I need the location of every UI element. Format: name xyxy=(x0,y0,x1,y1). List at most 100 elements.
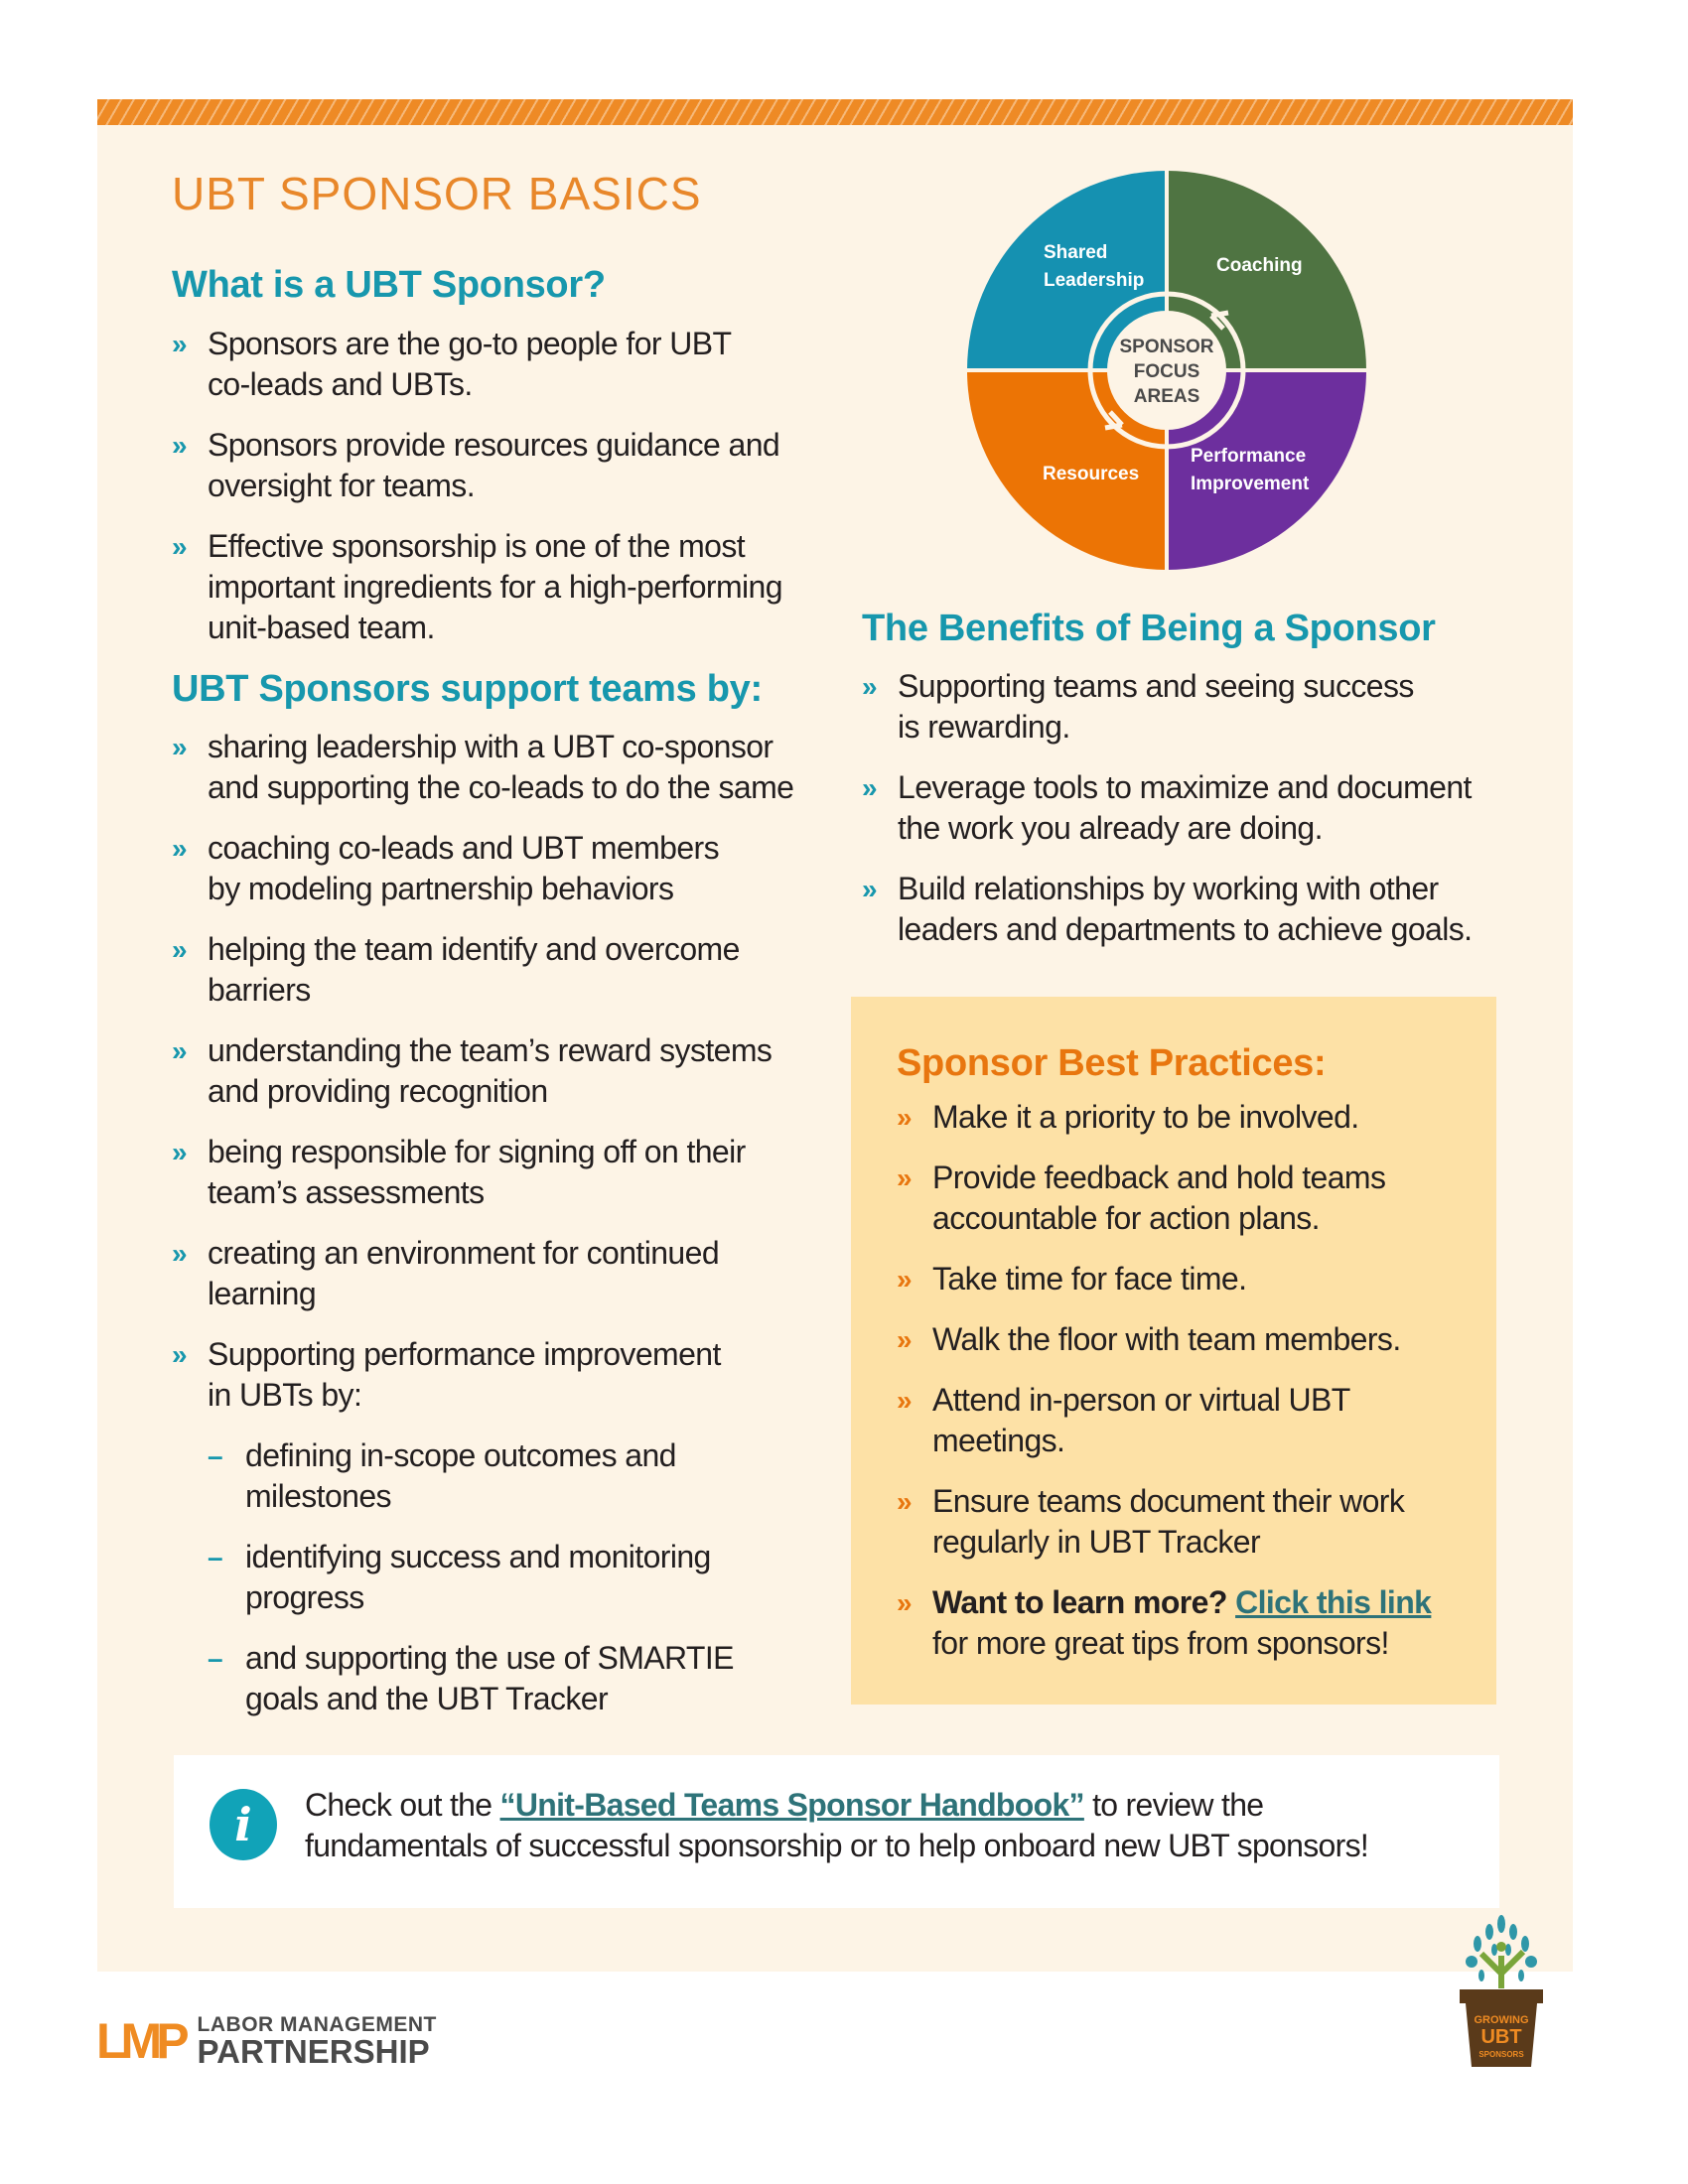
list-item: » Supporting teams and seeing success is … xyxy=(862,666,1497,748)
support-heading: UBT Sponsors support teams by: xyxy=(172,668,763,710)
item-text: and supporting the use of SMARTIE goals … xyxy=(245,1640,735,1716)
callout-text-post: to review the xyxy=(1083,1787,1264,1823)
info-icon: i xyxy=(210,1789,277,1860)
sub-list-item: – identifying success and monitoring prog… xyxy=(172,1537,827,1618)
bullet-icon: » xyxy=(897,1486,913,1517)
dash-icon: – xyxy=(208,1542,223,1572)
learn-more-label: Want to learn more? xyxy=(932,1584,1227,1620)
bullet-icon: » xyxy=(172,732,188,762)
list-item: » Make it a priority to be involved. xyxy=(897,1097,1482,1138)
quadrant-label: Improvement xyxy=(1191,474,1310,494)
best-practices-heading: Sponsor Best Practices: xyxy=(897,1042,1327,1084)
focus-areas-diagram: SPONSOR FOCUS AREAS Shared Leadership Co… xyxy=(963,167,1370,574)
what-heading: What is a UBT Sponsor? xyxy=(172,264,606,306)
benefits-section: The Benefits of Being a Sponsor » Support… xyxy=(862,608,1497,970)
callout-text-line2: fundamentals of successful sponsorship o… xyxy=(305,1828,1369,1863)
bullet-icon: » xyxy=(172,430,188,461)
logo-line-1: LABOR MANAGEMENT xyxy=(197,2013,437,2036)
sub-list-item: – defining in-scope outcomes and mileston… xyxy=(172,1435,827,1517)
quadrant-label: Coaching xyxy=(1216,255,1303,276)
center-label: SPONSOR xyxy=(1119,337,1213,357)
bullet-icon: » xyxy=(897,1587,913,1618)
callout-text: Check out the “Unit-Based Teams Sponsor … xyxy=(305,1785,1369,1866)
lmp-logo: LMP LABOR MANAGEMENT PARTNERSHIP xyxy=(96,2013,437,2070)
center-label: AREAS xyxy=(1134,386,1200,407)
arrow-icon xyxy=(1104,410,1124,431)
item-text: being responsible for signing off on the… xyxy=(208,1134,746,1210)
benefits-heading: The Benefits of Being a Sponsor xyxy=(862,608,1436,649)
list-item: » helping the team identify and overcome … xyxy=(172,929,827,1011)
tips-link[interactable]: Click this link xyxy=(1235,1584,1432,1620)
item-text: sharing leadership with a UBT co-sponsor… xyxy=(208,729,794,805)
item-text: helping the team identify and overcome b… xyxy=(208,931,740,1008)
support-list: » sharing leadership with a UBT co-sponso… xyxy=(172,727,827,1719)
benefits-list: » Supporting teams and seeing success is … xyxy=(862,666,1497,950)
best-practices-list: » Make it a priority to be involved. » Pro… xyxy=(897,1097,1482,1664)
bullet-icon: » xyxy=(862,772,878,803)
item-text: Sponsors provide resources guidance and … xyxy=(208,427,780,503)
list-item: » Take time for face time. xyxy=(897,1259,1482,1299)
item-text: Attend in-person or virtual UBT meetings… xyxy=(932,1382,1350,1458)
list-item: » sharing leadership with a UBT co-sponso… xyxy=(172,727,827,808)
center-label: FOCUS xyxy=(1134,361,1200,382)
badge-text: SPONSORS xyxy=(1478,2050,1524,2059)
bullet-icon: » xyxy=(172,1339,188,1370)
item-text: defining in-scope outcomes and milestone… xyxy=(245,1437,676,1514)
arrow-icon xyxy=(1209,310,1229,331)
list-item: » Sponsors provide resources guidance and… xyxy=(172,425,827,506)
bullet-icon: » xyxy=(172,934,188,965)
item-text: Ensure teams document their work regular… xyxy=(932,1483,1405,1560)
bullet-icon: » xyxy=(172,1035,188,1066)
quadrant-performance-improvement xyxy=(1167,370,1366,570)
decorative-stripe xyxy=(97,99,1573,125)
bullet-icon: » xyxy=(862,671,878,702)
item-text: Supporting performance improvement in UB… xyxy=(208,1336,721,1413)
left-column: What is a UBT Sponsor? » Sponsors are the… xyxy=(172,264,827,1739)
callout-text-pre: Check out the xyxy=(305,1787,500,1823)
item-text: Provide feedback and hold teams accounta… xyxy=(932,1160,1386,1236)
item-text: coaching co-leads and UBT members by mod… xyxy=(208,830,720,906)
bullet-icon: » xyxy=(897,1102,913,1133)
logo-line-2: PARTNERSHIP xyxy=(197,2033,430,2070)
bullet-icon: » xyxy=(897,1324,913,1355)
item-text: Sponsors are the go-to people for UBT co… xyxy=(208,326,732,402)
item-text: understanding the team’s reward systems … xyxy=(208,1032,773,1109)
bullet-icon: » xyxy=(897,1162,913,1193)
list-item: » being responsible for signing off on th… xyxy=(172,1132,827,1213)
list-item: » Walk the floor with team members. xyxy=(897,1319,1482,1360)
list-item: » coaching co-leads and UBT members by mo… xyxy=(172,828,827,909)
item-text: Build relationships by working with othe… xyxy=(898,871,1473,947)
item-text: Leverage tools to maximize and document … xyxy=(898,769,1472,846)
list-item: » Attend in-person or virtual UBT meeting… xyxy=(897,1380,1482,1461)
handbook-callout: i Check out the “Unit-Based Teams Sponso… xyxy=(174,1755,1499,1908)
bullet-icon: » xyxy=(172,833,188,864)
item-text: creating an environment for continued le… xyxy=(208,1235,720,1311)
bullet-icon: » xyxy=(172,1238,188,1269)
quadrant-label: Resources xyxy=(1043,464,1139,484)
sub-list-item: – and supporting the use of SMARTIE goals… xyxy=(172,1638,827,1719)
cycle-ring xyxy=(1087,291,1246,450)
center-circle xyxy=(1107,311,1226,430)
bullet-icon: » xyxy=(862,874,878,904)
item-text: Take time for face time. xyxy=(932,1261,1247,1297)
quadrant-label: Leadership xyxy=(1044,270,1144,291)
dash-icon: – xyxy=(208,1440,223,1471)
dash-icon: – xyxy=(208,1643,223,1674)
bullet-icon: » xyxy=(897,1264,913,1295)
list-item: » Leverage tools to maximize and document… xyxy=(862,767,1497,849)
badge-text: UBT xyxy=(1480,2026,1521,2048)
item-text: Effective sponsorship is one of the most… xyxy=(208,528,783,645)
list-item: » Ensure teams document their work regula… xyxy=(897,1481,1482,1563)
quadrant-shared-leadership xyxy=(967,171,1167,370)
list-item: » Build relationships by working with oth… xyxy=(862,869,1497,950)
quadrant-label: Shared xyxy=(1044,242,1107,263)
bullet-icon: » xyxy=(172,1137,188,1167)
handbook-link[interactable]: “Unit-Based Teams Sponsor Handbook” xyxy=(499,1787,1085,1823)
list-item: » Effective sponsorship is one of the mos… xyxy=(172,526,827,648)
growing-ubt-sponsors-logo: GROWING UBT SPONSORS xyxy=(1460,1915,1543,2067)
list-item: » Sponsors are the go-to people for UBT c… xyxy=(172,324,827,405)
list-item: » Provide feedback and hold teams account… xyxy=(897,1158,1482,1239)
page-title: UBT SPONSOR BASICS xyxy=(172,168,702,219)
item-text: identifying success and monitoring progr… xyxy=(245,1539,711,1615)
learn-more-item: » Want to learn more? Click this link for … xyxy=(897,1582,1482,1664)
